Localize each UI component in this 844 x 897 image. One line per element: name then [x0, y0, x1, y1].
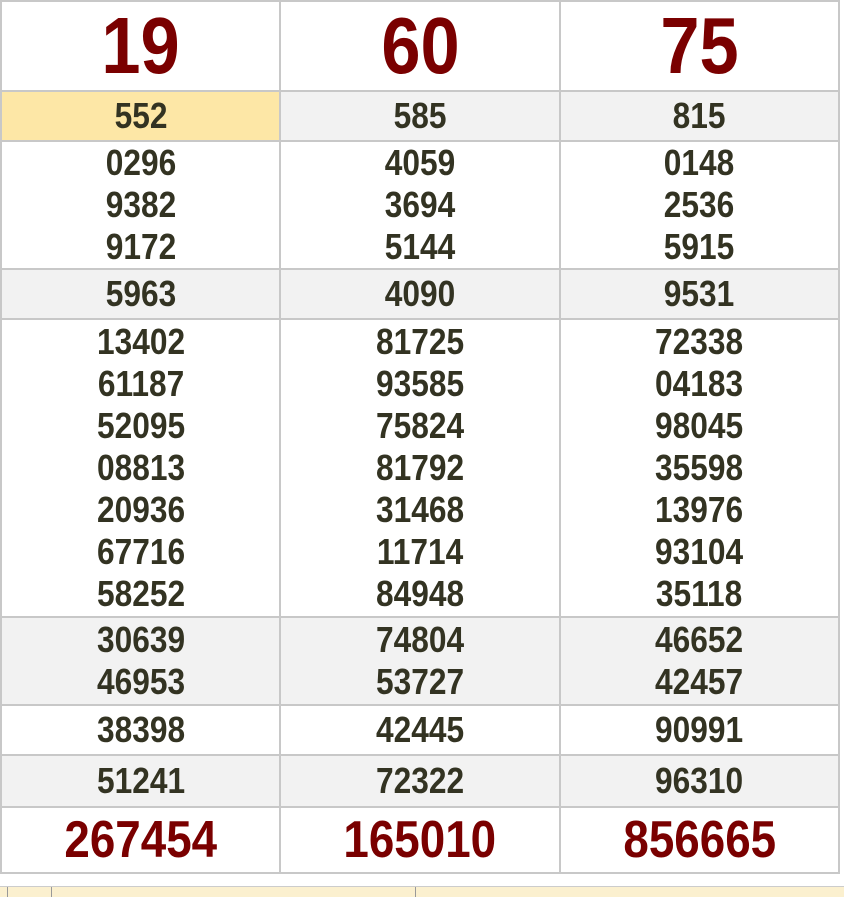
prize-number: 90991 — [655, 709, 744, 750]
prize-number: 93104 — [655, 531, 744, 572]
bottom-strip — [0, 886, 844, 897]
prize-cell: 815 — [558, 90, 841, 142]
prize-cell: 74804 53727 — [279, 616, 561, 706]
prize-number: 67716 — [96, 531, 185, 572]
prize-number: 35118 — [656, 573, 743, 614]
province-code-cell: 75 — [558, 0, 841, 92]
province-code-cell: 19 — [0, 0, 282, 92]
prize-cell: 90991 — [558, 704, 841, 756]
prize-cell: 38398 — [0, 704, 282, 756]
prize-number: 93585 — [375, 363, 465, 404]
prize-number: 5963 — [105, 273, 176, 314]
lottery-results-table: 19 60 75 552 585 815 0296 9382 9172 4059 3694 51… — [0, 0, 841, 874]
prize-cell: 42445 — [279, 704, 561, 756]
prize-number: 72322 — [375, 760, 465, 801]
prize-cell: 552 — [0, 90, 282, 142]
province-code-cell: 60 — [279, 0, 561, 92]
prize-row: 5963 4090 9531 — [0, 268, 841, 320]
prize-cell: 5963 — [0, 268, 282, 320]
prize-cell: 81725 93585 75824 81792 31468 11714 84948 — [279, 318, 561, 618]
prize-number: 04183 — [655, 363, 744, 404]
special-prize-cell: 267454 — [0, 806, 282, 874]
prize-number: 46652 — [655, 619, 744, 660]
prize-number: 46953 — [96, 661, 185, 702]
prize-number: 75824 — [375, 405, 465, 446]
prize-number: 58252 — [96, 573, 185, 614]
prize-number: 51241 — [96, 760, 185, 801]
prize-row: 51241 72322 96310 — [0, 754, 841, 808]
prize-number: 9531 — [664, 273, 735, 314]
prize-number: 13402 — [96, 321, 185, 362]
prize-number: 53727 — [375, 661, 465, 702]
prize-cell: 4090 — [279, 268, 561, 320]
prize-number: 96310 — [655, 760, 744, 801]
prize-cell: 13402 61187 52095 08813 20936 67716 58252 — [0, 318, 282, 618]
prize-number: 4059 — [384, 142, 456, 183]
special-prize-number: 856665 — [622, 811, 776, 869]
prize-number: 74804 — [375, 619, 465, 660]
prize-number: 81725 — [375, 321, 465, 362]
prize-cell: 0148 2536 5915 — [558, 140, 841, 270]
prize-cell: 30639 46953 — [0, 616, 282, 706]
special-prize-number: 267454 — [64, 811, 218, 869]
special-prize-cell: 165010 — [279, 806, 561, 874]
prize-number: 0148 — [664, 142, 735, 183]
special-prize-row: 267454 165010 856665 — [0, 806, 841, 874]
prize-number: 35598 — [655, 447, 744, 488]
prize-number: 13976 — [655, 489, 744, 530]
special-prize-cell: 856665 — [558, 806, 841, 874]
prize-row: 0296 9382 9172 4059 3694 5144 0148 2536 5915 — [0, 140, 841, 270]
prize-number: 4090 — [384, 273, 456, 314]
prize-cell: 46652 42457 — [558, 616, 841, 706]
prize-number: 585 — [393, 95, 447, 136]
prize-number: 20936 — [96, 489, 185, 530]
special-prize-number: 165010 — [343, 811, 497, 869]
prize-number: 61187 — [97, 363, 184, 404]
prize-cell: 72338 04183 98045 35598 13976 93104 35118 — [558, 318, 841, 618]
prize-number: 38398 — [96, 709, 185, 750]
prize-cell: 51241 — [0, 754, 282, 808]
prize-number: 9382 — [105, 184, 176, 225]
prize-number: 9172 — [105, 226, 176, 267]
prize-number: 2536 — [664, 184, 735, 225]
divider — [415, 887, 416, 897]
prize-number: 11714 — [376, 531, 464, 572]
prize-cell: 0296 9382 9172 — [0, 140, 282, 270]
divider — [7, 887, 8, 897]
prize-number: 84948 — [375, 573, 465, 614]
prize-cell: 9531 — [558, 268, 841, 320]
prize-cell: 585 — [279, 90, 561, 142]
prize-number: 815 — [672, 95, 726, 136]
prize-number: 08813 — [96, 447, 185, 488]
prize-number: 81792 — [375, 447, 465, 488]
prize-cell: 4059 3694 5144 — [279, 140, 561, 270]
prize-number: 5915 — [664, 226, 735, 267]
prize-number: 30639 — [96, 619, 185, 660]
prize-number: 72338 — [655, 321, 744, 362]
prize-number: 3694 — [384, 184, 456, 225]
prize-cell: 72322 — [279, 754, 561, 808]
prize-cell: 96310 — [558, 754, 841, 808]
prize-number: 42445 — [375, 709, 465, 750]
prize-number: 552 — [114, 95, 168, 136]
prize-number: 31468 — [375, 489, 465, 530]
prize-row: 552 585 815 — [0, 90, 841, 142]
prize-row: 38398 42445 90991 — [0, 704, 841, 756]
prize-number: 98045 — [655, 405, 744, 446]
prize-row: 30639 46953 74804 53727 46652 42457 — [0, 616, 841, 706]
prize-number: 42457 — [655, 661, 744, 702]
prize-row: 13402 61187 52095 08813 20936 67716 58252 81725… — [0, 318, 841, 618]
prize-number: 52095 — [96, 405, 185, 446]
prize-number: 5144 — [384, 226, 456, 267]
prize-number: 0296 — [105, 142, 176, 183]
province-header-row: 19 60 75 — [0, 0, 841, 92]
divider — [51, 887, 52, 897]
